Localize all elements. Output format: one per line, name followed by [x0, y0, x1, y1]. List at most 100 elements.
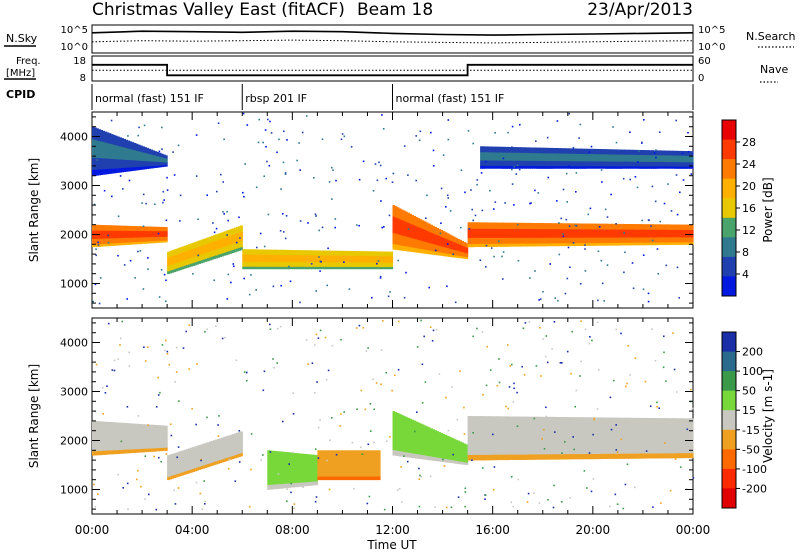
scatter-echo — [587, 213, 590, 216]
range-gate-cell — [434, 230, 437, 235]
range-gate-cell — [584, 231, 588, 235]
range-gate-cell — [490, 222, 494, 226]
scatter-echo — [407, 228, 410, 230]
range-gate-cell — [628, 229, 631, 233]
range-gate-cell — [634, 159, 638, 162]
range-gate-cell — [549, 147, 552, 151]
range-gate-cell — [419, 223, 423, 228]
range-gate-cell — [653, 226, 657, 230]
range-gate-cell — [102, 136, 106, 142]
range-gate-cell — [640, 226, 644, 230]
range-gate-cell — [208, 257, 212, 261]
range-gate-cell — [490, 165, 494, 169]
range-gate-cell — [158, 236, 162, 239]
range-gate-cell — [507, 228, 510, 232]
range-gate-cell — [344, 255, 348, 258]
range-gate-cell — [196, 241, 199, 245]
range-gate-cell — [233, 239, 237, 244]
range-gate-cell — [288, 259, 291, 263]
range-gate-cell — [484, 228, 487, 232]
range-gate-cell — [540, 240, 544, 244]
range-gate-cell — [398, 244, 402, 251]
range-gate-cell — [661, 239, 665, 243]
range-gate-cell — [630, 231, 634, 235]
range-gate-cell — [221, 244, 225, 248]
range-gate-cell — [534, 165, 538, 169]
range-gate-cell — [133, 237, 137, 240]
range-gate-cell — [217, 233, 220, 238]
range-gate-cell — [140, 228, 143, 231]
range-gate-cell — [377, 461, 381, 466]
range-gate-cell — [183, 265, 187, 269]
range-gate-cell — [313, 259, 316, 263]
range-gate-cell — [594, 226, 598, 230]
range-gate-cell — [528, 222, 531, 227]
range-gate-cell — [507, 222, 510, 227]
range-gate-cell — [440, 242, 444, 247]
range-gate-cell — [549, 231, 552, 235]
range-gate-cell — [133, 163, 137, 168]
range-gate-cell — [231, 237, 235, 241]
range-gate-cell — [501, 154, 504, 158]
range-gate-cell — [540, 237, 544, 241]
range-gate-cell — [380, 264, 383, 268]
range-gate-cell — [617, 163, 621, 167]
range-gate-cell — [486, 165, 490, 169]
range-gate-cell — [240, 449, 243, 454]
scatter-echo — [296, 159, 298, 162]
range-gate-cell — [572, 228, 575, 233]
range-gate-cell — [503, 234, 506, 238]
range-gate-cell — [217, 251, 220, 255]
scatter-echo — [226, 210, 228, 213]
range-gate-cell — [425, 230, 429, 235]
range-gate-cell — [557, 155, 561, 159]
range-gate-cell — [292, 254, 295, 258]
range-gate-cell — [350, 262, 354, 265]
range-gate-cell — [513, 231, 517, 235]
range-gate-cell — [321, 255, 325, 258]
range-gate-cell — [490, 234, 494, 238]
range-gate-cell — [586, 151, 590, 155]
range-gate-cell — [492, 165, 496, 169]
range-gate-cell — [507, 231, 510, 235]
range-gate-cell — [165, 230, 168, 234]
range-gate-cell — [551, 155, 554, 159]
scatter-echo — [470, 189, 472, 191]
range-gate-cell — [300, 266, 304, 270]
range-gate-cell — [227, 229, 231, 234]
range-gate-cell — [505, 154, 508, 158]
range-gate-cell — [467, 234, 471, 238]
range-gate-cell — [108, 243, 112, 247]
range-gate-cell — [413, 216, 417, 221]
range-gate-cell — [686, 234, 690, 238]
range-gate-cell — [578, 160, 581, 164]
range-gate-cell — [258, 249, 262, 253]
range-gate-cell — [657, 242, 661, 245]
scatter-echo — [280, 188, 282, 190]
range-gate-cell — [233, 236, 237, 241]
range-gate-cell — [127, 167, 131, 172]
range-gate-cell — [102, 230, 106, 234]
range-gate-cell — [165, 435, 168, 439]
range-gate-cell — [524, 149, 527, 153]
range-gate-cell — [181, 254, 185, 259]
range-gate-cell — [526, 234, 529, 238]
range-gate-cell — [553, 153, 556, 156]
range-gate-cell — [521, 163, 525, 167]
range-gate-cell — [538, 160, 542, 164]
range-gate-cell — [582, 158, 586, 162]
range-gate-cell — [549, 153, 552, 156]
range-gate-cell — [482, 149, 485, 153]
range-gate-cell — [638, 234, 642, 238]
scatter-echo — [687, 131, 689, 134]
range-gate-cell — [350, 251, 354, 254]
range-gate-cell — [657, 237, 661, 240]
range-gate-cell — [156, 161, 160, 164]
range-gate-cell — [469, 243, 473, 248]
range-gate-cell — [275, 266, 279, 270]
range-gate-cell — [332, 255, 335, 258]
range-gate-cell — [119, 154, 122, 160]
range-gate-cell — [605, 163, 609, 167]
range-gate-cell — [553, 165, 556, 169]
range-gate-cell — [509, 163, 513, 167]
